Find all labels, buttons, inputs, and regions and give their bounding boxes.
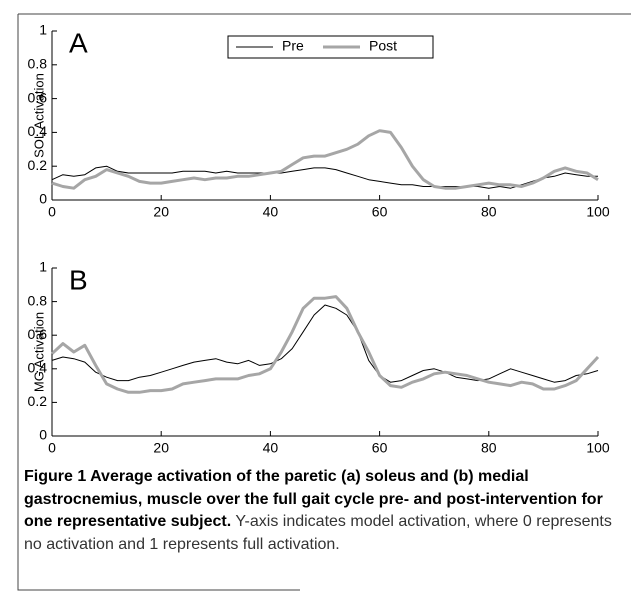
legend-label: Post [369, 38, 397, 54]
y-tick-label: 0.8 [28, 56, 48, 72]
y-tick-label: 0.8 [28, 292, 48, 308]
x-tick-label: 40 [263, 204, 279, 220]
x-tick-label: 0 [48, 440, 56, 456]
y-tick-label: 1 [39, 259, 47, 275]
x-tick-label: 40 [263, 440, 279, 456]
y-tick-label: 0.4 [28, 360, 48, 376]
panel-label: B [69, 264, 88, 295]
y-tick-label: 0.2 [28, 393, 48, 409]
x-tick-label: 20 [153, 204, 169, 220]
line-series [51, 304, 599, 383]
y-axis-label: MG Activation [31, 312, 46, 392]
y-tick-label: 0.6 [28, 326, 48, 342]
x-tick-label: 0 [48, 204, 56, 220]
y-tick-label: 0.4 [28, 123, 48, 139]
x-tick-label: 80 [481, 204, 497, 220]
x-tick-label: 20 [153, 440, 169, 456]
x-tick-label: 60 [372, 204, 388, 220]
y-axis-label: SOL Activation [31, 73, 46, 158]
line-series [50, 295, 600, 394]
x-tick-label: 100 [586, 204, 610, 220]
line-series [51, 129, 599, 190]
x-tick-label: 80 [481, 440, 497, 456]
x-tick-label: 100 [586, 440, 610, 456]
y-tick-label: 0 [39, 427, 47, 443]
x-tick-label: 60 [372, 440, 388, 456]
panel-label: A [69, 27, 88, 58]
y-tick-label: 1 [39, 22, 47, 38]
y-tick-label: 0 [39, 191, 47, 207]
figure-border [17, 13, 631, 591]
y-tick-label: 0.2 [28, 157, 48, 173]
caption-bold: Figure 1 Average activation of the paret… [24, 468, 603, 530]
y-tick-label: 0.6 [28, 89, 48, 105]
caption: Figure 1 Average activation of the paret… [24, 466, 620, 556]
line-series [51, 165, 598, 189]
legend-label: Pre [282, 38, 304, 54]
caption-text: Y-axis indicates model activation, where… [24, 513, 612, 553]
